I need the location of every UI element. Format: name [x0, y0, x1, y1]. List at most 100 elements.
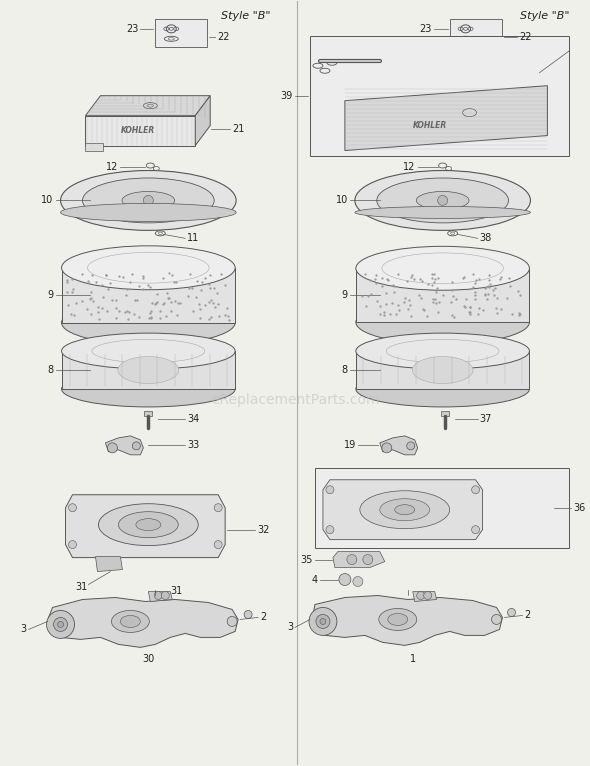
Text: 22: 22: [519, 32, 532, 42]
Point: [214, 298, 223, 310]
Point: [375, 300, 384, 313]
Point: [485, 273, 494, 286]
Polygon shape: [148, 591, 172, 601]
Point: [111, 301, 120, 313]
Ellipse shape: [388, 614, 408, 625]
Point: [464, 306, 474, 318]
Text: Style "B": Style "B": [221, 11, 270, 21]
Point: [206, 294, 216, 306]
Point: [129, 307, 139, 319]
Circle shape: [326, 486, 334, 494]
Text: 2: 2: [260, 613, 266, 623]
Point: [69, 309, 78, 321]
Point: [372, 295, 381, 307]
Point: [471, 274, 481, 286]
Point: [493, 307, 502, 319]
Text: 23: 23: [126, 24, 139, 34]
Point: [158, 298, 168, 310]
Point: [433, 272, 442, 284]
Circle shape: [68, 504, 77, 512]
Point: [360, 268, 369, 280]
Point: [419, 303, 429, 316]
Point: [86, 293, 95, 305]
Polygon shape: [65, 495, 225, 558]
Point: [101, 269, 110, 281]
Point: [492, 292, 502, 304]
Ellipse shape: [360, 491, 450, 529]
Text: 12: 12: [106, 162, 119, 172]
Circle shape: [68, 541, 77, 548]
Point: [429, 293, 438, 306]
Point: [417, 275, 426, 287]
Point: [401, 292, 410, 304]
Circle shape: [438, 195, 448, 205]
Point: [402, 275, 412, 287]
Point: [448, 283, 457, 296]
Point: [461, 293, 471, 305]
Circle shape: [155, 591, 162, 600]
Point: [195, 298, 204, 310]
Point: [384, 273, 393, 286]
Point: [164, 267, 173, 280]
Point: [165, 292, 174, 304]
Point: [358, 290, 367, 302]
Point: [147, 305, 156, 317]
Point: [371, 273, 380, 285]
Ellipse shape: [61, 204, 236, 221]
Point: [489, 289, 499, 301]
Text: 9: 9: [342, 290, 348, 300]
Point: [405, 299, 415, 311]
Text: 12: 12: [404, 162, 416, 172]
Point: [172, 276, 181, 288]
Ellipse shape: [395, 505, 415, 515]
Point: [504, 272, 513, 284]
Point: [465, 301, 474, 313]
Polygon shape: [345, 86, 548, 151]
Point: [195, 312, 205, 324]
Point: [200, 299, 209, 311]
Point: [366, 274, 375, 286]
Point: [429, 276, 438, 288]
Point: [431, 286, 441, 299]
Text: 21: 21: [232, 123, 244, 133]
Point: [423, 278, 432, 290]
Polygon shape: [106, 436, 143, 455]
Point: [87, 292, 96, 304]
Point: [152, 296, 162, 308]
Point: [146, 313, 155, 325]
Ellipse shape: [380, 499, 430, 521]
Point: [135, 280, 144, 292]
Point: [189, 305, 198, 317]
Text: 30: 30: [142, 654, 155, 664]
Point: [148, 297, 157, 309]
Point: [372, 269, 381, 281]
Point: [430, 293, 439, 305]
Point: [496, 273, 505, 285]
Polygon shape: [48, 597, 238, 647]
Point: [155, 305, 165, 317]
Polygon shape: [356, 351, 529, 389]
Point: [388, 279, 398, 291]
Ellipse shape: [112, 611, 149, 633]
Point: [428, 272, 437, 284]
Circle shape: [320, 618, 326, 624]
Point: [389, 280, 398, 292]
Ellipse shape: [61, 371, 235, 407]
Circle shape: [227, 617, 237, 627]
Point: [87, 308, 96, 320]
Text: 37: 37: [480, 414, 492, 424]
Point: [225, 313, 234, 326]
Text: 3: 3: [287, 623, 293, 633]
Text: 4: 4: [312, 574, 318, 584]
Circle shape: [326, 525, 334, 534]
Polygon shape: [86, 116, 195, 146]
Point: [68, 286, 77, 299]
Point: [146, 311, 156, 323]
Point: [101, 269, 110, 281]
Circle shape: [407, 442, 415, 450]
Text: 35: 35: [300, 555, 313, 565]
Point: [150, 298, 160, 310]
Point: [466, 301, 475, 313]
Polygon shape: [413, 591, 437, 601]
Point: [169, 276, 179, 288]
